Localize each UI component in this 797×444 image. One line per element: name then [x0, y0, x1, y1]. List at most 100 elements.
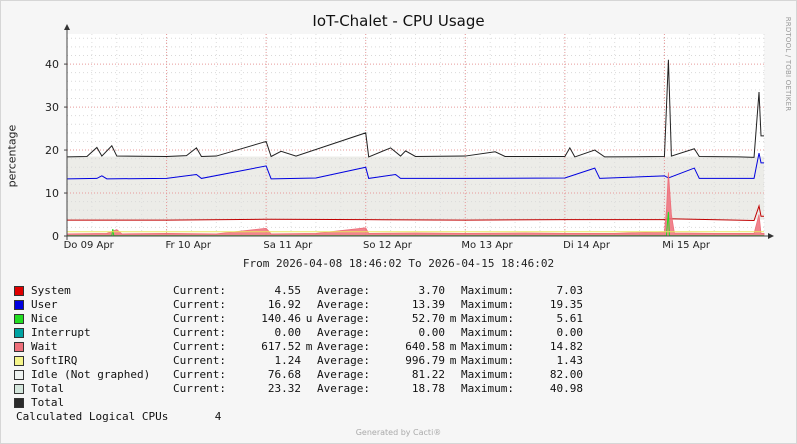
legend-unit: m [305, 340, 313, 353]
legend: System Current: 4.55 Average: 3.70 Maximum: 7.… [14, 284, 583, 410]
legend-maximum-value: 1.43 [556, 354, 584, 367]
legend-name: Wait [31, 340, 58, 353]
series-system [67, 203, 764, 222]
legend-current-label: Current: [173, 340, 226, 353]
legend-row: SoftIRQ Current: 1.24 Average: 996.79 m Maximu… [14, 354, 583, 368]
calculated-cpus: Calculated Logical CPUs 4 [16, 410, 221, 423]
x-tick-label: So 12 Apr [363, 240, 413, 251]
legend-current-label: Current: [173, 312, 226, 325]
y-tick-label: 20 [45, 144, 59, 157]
legend-swatch [14, 356, 24, 366]
legend-row: System Current: 4.55 Average: 3.70 Maximum: 7.… [14, 284, 583, 298]
legend-swatch [14, 300, 24, 310]
legend-current-value: 617.52 [261, 340, 301, 353]
legend-name: System [31, 284, 71, 297]
legend-row: Interrupt Current: 0.00 Average: 0.00 Maximum… [14, 326, 583, 340]
legend-maximum-label: Maximum: [461, 382, 514, 395]
axes [64, 24, 774, 240]
legend-swatch [14, 398, 24, 408]
series-total [66, 59, 764, 158]
legend-swatch [14, 328, 24, 338]
legend-current-value: 23.32 [267, 382, 301, 395]
time-range-text: From 2026-04-08 18:46:02 To 2026-04-15 1… [242, 257, 555, 270]
x-tick-labels: Do 09 Apr Fr 10 Apr Sa 11 Apr So 12 Apr Mo 1… [64, 240, 711, 251]
legend-maximum-value: 14.82 [549, 340, 583, 353]
legend-average-value: 996.79 [405, 354, 445, 367]
legend-row: Total Current: 23.32 Average: 18.78 Maximum: 4… [14, 382, 583, 396]
legend-row: Wait Current: 617.52 m Average: 640.58 m Maximu… [14, 340, 583, 354]
y-tick-labels: 0 10 20 30 40 [45, 58, 59, 243]
legend-average-value: 0.00 [418, 326, 446, 339]
legend-maximum-value: 5.61 [556, 312, 584, 325]
x-tick-label: Fr 10 Apr [166, 240, 212, 251]
x-tick-label: Sa 11 Apr [263, 240, 313, 251]
grid-lines [66, 34, 765, 236]
legend-row: Total [14, 396, 583, 410]
legend-swatch [14, 370, 24, 380]
x-tick-label: Do 09 Apr [64, 240, 115, 251]
legend-average-label: Average: [317, 368, 370, 381]
legend-average-label: Average: [317, 340, 370, 353]
legend-name: Total [31, 382, 65, 395]
legend-maximum-value: 82.00 [549, 368, 583, 381]
y-axis-arrow [64, 24, 70, 30]
legend-current-label: Current: [173, 326, 226, 339]
chart-title: IoT-Chalet - CPU Usage [312, 12, 485, 30]
legend-average-value: 13.39 [411, 298, 445, 311]
legend-unit: m [449, 340, 457, 353]
legend-maximum-label: Maximum: [461, 284, 514, 297]
legend-current-label: Current: [173, 284, 226, 297]
legend-average-label: Average: [317, 354, 370, 367]
y-tick-label: 0 [52, 230, 59, 243]
legend-name: User [31, 298, 58, 311]
legend-maximum-label: Maximum: [461, 312, 514, 325]
legend-average-value: 81.22 [411, 368, 445, 381]
legend-unit: u [305, 312, 313, 325]
series-layer [66, 59, 765, 237]
y-tick-label: 10 [45, 187, 59, 200]
legend-maximum-value: 7.03 [556, 284, 584, 297]
series-user [66, 152, 764, 180]
legend-average-label: Average: [317, 284, 370, 297]
legend-row: User Current: 16.92 Average: 13.39 Maximum: 19… [14, 298, 583, 312]
legend-swatch [14, 286, 24, 296]
legend-unit: m [449, 312, 457, 325]
legend-current-label: Current: [173, 354, 226, 367]
legend-average-label: Average: [317, 326, 370, 339]
legend-average-value: 52.70 [411, 312, 445, 325]
legend-name: Total [31, 396, 65, 409]
legend-average-label: Average: [317, 298, 370, 311]
y-tick-label: 30 [45, 101, 59, 114]
x-tick-label: Di 14 Apr [563, 240, 611, 251]
x-tick-label: Mi 15 Apr [662, 240, 711, 251]
legend-maximum-label: Maximum: [461, 340, 514, 353]
legend-current-label: Current: [173, 382, 226, 395]
legend-name: Nice [31, 312, 58, 325]
legend-swatch [14, 342, 24, 352]
legend-unit: m [449, 354, 457, 367]
legend-row: Idle (Not graphed) Current: 76.68 Average: 8… [14, 368, 583, 382]
y-tick-label: 40 [45, 58, 59, 71]
legend-maximum-value: 0.00 [556, 326, 584, 339]
legend-maximum-label: Maximum: [461, 354, 514, 367]
legend-name: Interrupt [31, 326, 91, 339]
legend-average-value: 3.70 [418, 284, 446, 297]
legend-name: SoftIRQ [31, 354, 78, 367]
legend-average-label: Average: [317, 382, 370, 395]
legend-current-label: Current: [173, 298, 226, 311]
x-tick-label: Mo 13 Apr [461, 240, 513, 251]
legend-current-value: 1.24 [274, 354, 302, 367]
legend-current-value: 0.00 [274, 326, 302, 339]
legend-maximum-label: Maximum: [461, 326, 514, 339]
legend-average-value: 640.58 [405, 340, 445, 353]
legend-maximum-label: Maximum: [461, 298, 514, 311]
legend-current-value: 140.46 [261, 312, 301, 325]
legend-current-value: 76.68 [267, 368, 301, 381]
calculated-cpus-value: 4 [214, 410, 222, 423]
legend-swatch [14, 314, 24, 324]
series-wait [66, 172, 765, 237]
legend-current-label: Current: [173, 368, 226, 381]
x-axis-arrow [768, 233, 774, 239]
legend-row: Nice Current: 140.46 u Average: 52.70 m Maximum… [14, 312, 583, 326]
